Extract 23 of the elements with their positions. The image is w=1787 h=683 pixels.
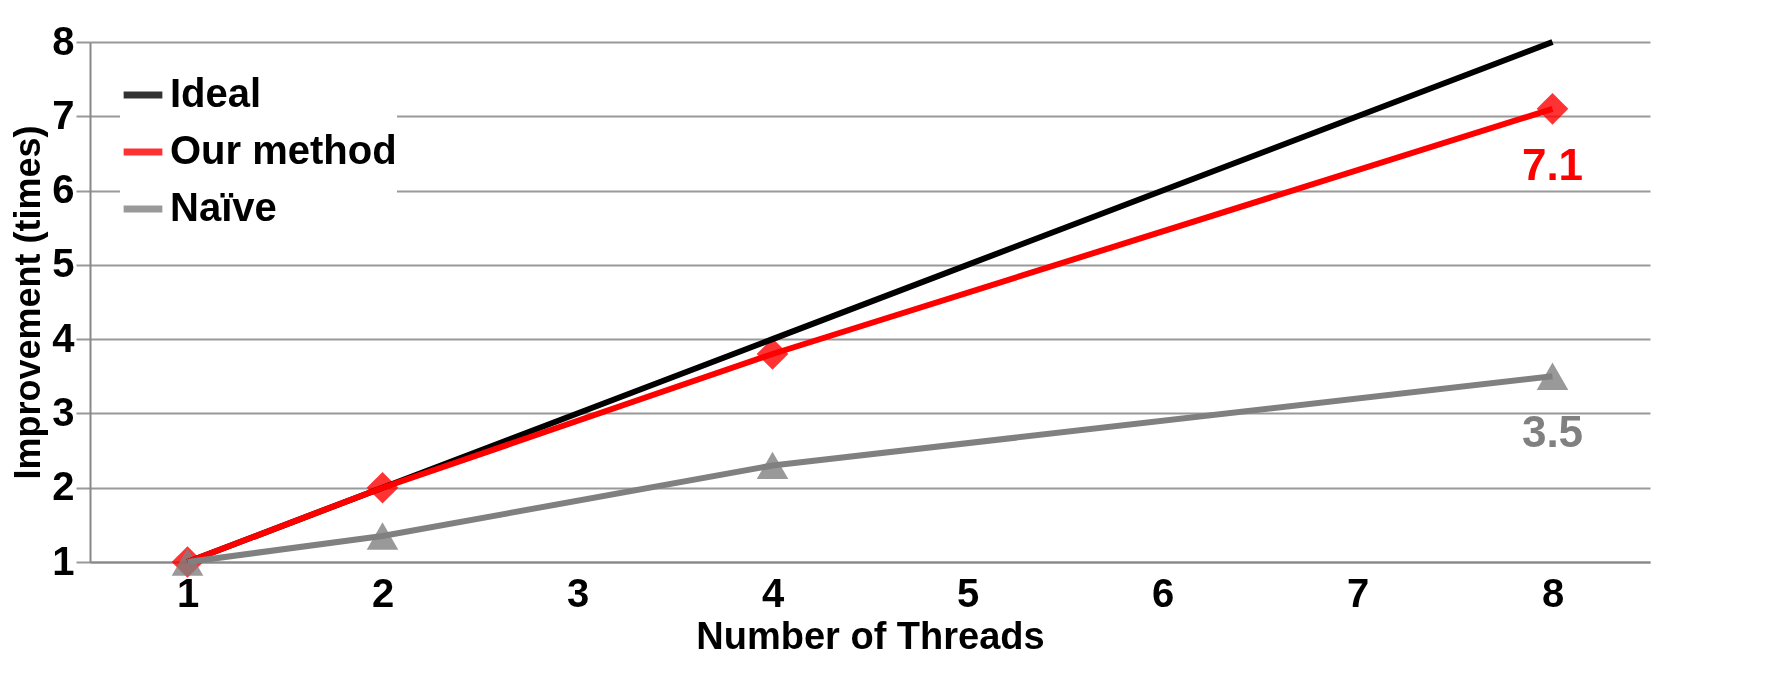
x-tick-label: 1: [176, 570, 200, 615]
y-tick-label: 5: [52, 241, 75, 286]
x-tick-label: 6: [1151, 570, 1175, 615]
x-tick-label: 2: [371, 570, 395, 615]
data-label: 7.1: [1521, 139, 1584, 189]
x-tick-label: 7: [1346, 570, 1370, 615]
legend-label: Our method: [170, 128, 397, 172]
y-tick-label: 3: [52, 389, 75, 434]
y-axis-title: Improvement (times): [7, 125, 49, 480]
legend-label: Ideal: [170, 71, 262, 115]
y-tick-label: 7: [52, 92, 75, 137]
x-tick-label: 3: [566, 570, 590, 615]
y-tick-label: 4: [52, 315, 76, 360]
legend-label: Naïve: [170, 185, 277, 229]
y-tick-label: 6: [52, 167, 75, 212]
data-label: 3.5: [1521, 407, 1584, 457]
y-tick-label: 2: [52, 464, 75, 509]
x-tick-label: 4: [761, 570, 785, 615]
y-tick-label: 1: [52, 538, 75, 583]
x-tick-label: 5: [956, 570, 980, 615]
y-tick-label: 8: [52, 18, 75, 63]
x-axis-title: Number of Threads: [696, 614, 1045, 657]
x-tick-label: 8: [1541, 570, 1565, 615]
